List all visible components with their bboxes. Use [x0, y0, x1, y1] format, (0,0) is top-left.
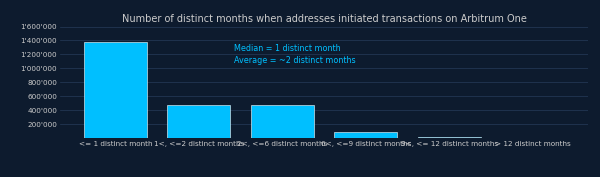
Bar: [167, 105, 230, 138]
Bar: [251, 105, 314, 138]
Bar: [84, 42, 146, 138]
Text: Average = ~2 distinct months: Average = ~2 distinct months: [234, 56, 356, 65]
Bar: [418, 137, 481, 138]
Bar: [334, 132, 397, 138]
Text: Median = 1 distinct month: Median = 1 distinct month: [234, 44, 341, 53]
Title: Number of distinct months when addresses initiated transactions on Arbitrum One: Number of distinct months when addresses…: [122, 14, 526, 24]
